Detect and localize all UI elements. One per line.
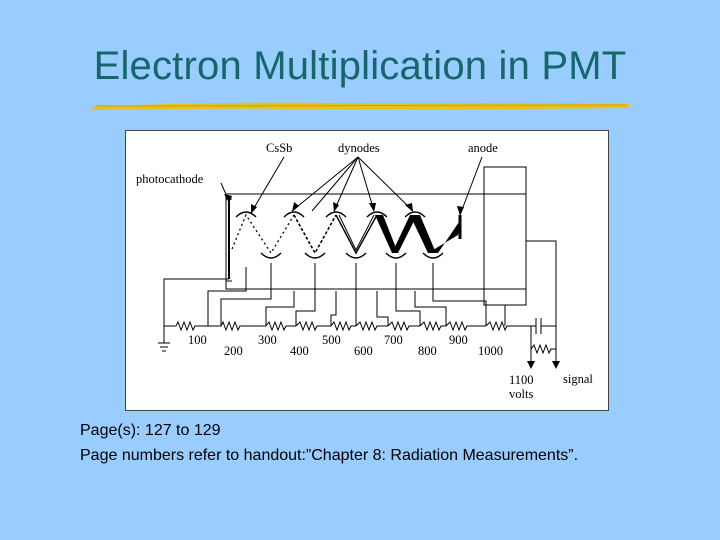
- photocathode-label: photocathode: [136, 172, 204, 186]
- electron-bundles: [375, 215, 461, 253]
- voltage-label: 200: [224, 344, 243, 358]
- dynode-6: [345, 252, 367, 259]
- dynodes-label: dynodes: [338, 141, 380, 155]
- dynode-4: [304, 252, 326, 259]
- voltage-label: 300: [258, 333, 277, 347]
- voltage-label: 600: [354, 344, 373, 358]
- voltage-label: 400: [290, 344, 309, 358]
- voltage-label: 1000: [478, 344, 503, 358]
- divider-wiring: [163, 240, 557, 363]
- slide-caption: Page(s): 127 to 129 Page numbers refer t…: [80, 418, 578, 468]
- dynode-8: [385, 252, 407, 259]
- dynode-2: [260, 252, 282, 259]
- dynode-3: [283, 211, 305, 218]
- dynode-10: [422, 252, 444, 259]
- anode-label: anode: [468, 141, 498, 155]
- resistor-chain: [158, 318, 556, 363]
- caption-reference: Page numbers refer to handout:”Chapter 8…: [80, 447, 579, 464]
- electron-paths: [231, 213, 378, 255]
- voltage-label: 100: [188, 333, 207, 347]
- caption-pages: Page(s): 127 to 129: [80, 422, 221, 439]
- title-underline: [90, 102, 630, 110]
- pmt-diagram-figure: photocathode CsSb dynodes anode 100 200 …: [125, 130, 609, 411]
- voltage-label: 700: [384, 333, 403, 347]
- voltage-label: 500: [322, 333, 341, 347]
- slide-title: Electron Multiplication in PMT: [93, 44, 627, 88]
- pmt-diagram: photocathode CsSb dynodes anode 100 200 …: [136, 141, 593, 401]
- dynode-5: [325, 211, 347, 218]
- dynode-9: [404, 211, 426, 218]
- dynode-1: [235, 211, 257, 218]
- anode-collector: [483, 166, 527, 306]
- supply-unit-label: volts: [509, 387, 533, 401]
- supply-voltage-label: 1100: [509, 373, 534, 387]
- cssb-label: CsSb: [266, 141, 292, 155]
- voltage-label: 800: [418, 344, 437, 358]
- voltage-label: 900: [449, 333, 468, 347]
- signal-label: signal: [563, 372, 593, 386]
- dynode-7: [366, 211, 388, 218]
